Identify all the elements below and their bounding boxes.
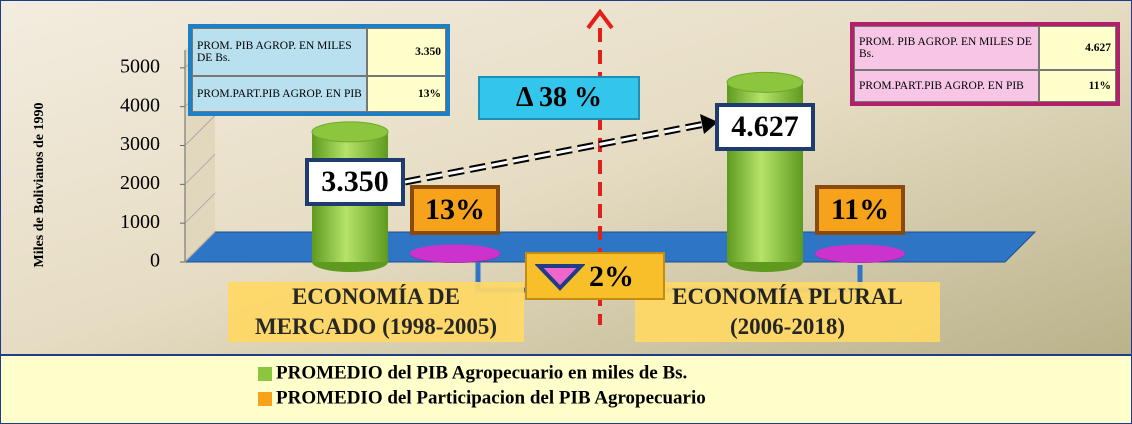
legend-marker [258,392,272,406]
info-value: 13% [367,76,446,112]
y-tick-label: 1000 [120,211,160,233]
grid-line [184,192,216,224]
divider-arrow [586,8,614,30]
grid-line [184,231,216,263]
growth-arrow-inner [404,122,706,184]
info-value: 4.627 [1039,26,1116,70]
legend-label: PROMEDIO del Participacion del PIB Agrop… [276,387,706,408]
info-value: 3.350 [367,28,446,76]
value-label: 13% [410,185,500,235]
info-value: 11% [1039,70,1116,102]
grid-line [184,153,216,185]
grid-line [184,115,216,146]
growth-annotation: Δ 38 % [478,76,640,120]
category-label: ECONOMÍA PLURAL (2006-2018) [635,282,940,342]
legend-label: PROMEDIO del PIB Agropecuario en miles d… [276,362,687,383]
change-annotation-box: 2% [525,252,665,300]
info-label: PROM.PART.PIB AGROP. EN PIB [192,76,367,112]
disk [815,244,905,263]
info-box: PROM. PIB AGROP. EN MILES DE Bs. 4.627 P… [850,22,1120,106]
info-label: PROM.PART.PIB AGROP. EN PIB [854,70,1039,102]
down-triangle [535,264,585,291]
category-label: ECONOMÍA DE MERCADO (1998-2005) [228,282,524,342]
value-label: 4.627 [715,103,815,151]
y-tick-label: 4000 [120,94,160,116]
info-label: PROM. PIB AGROP. EN MILES DE Bs. [854,26,1039,70]
value-label: 11% [815,185,905,235]
disk [410,244,500,263]
y-tick-label: 3000 [120,133,160,155]
info-box: PROM. PIB AGROP. EN MILES DE Bs. 3.350 P… [188,24,450,116]
change-annotation: 2% [589,260,634,293]
y-tick-label: 2000 [120,172,160,194]
legend-marker [258,367,272,381]
legend-area [0,354,1132,424]
info-label: PROM. PIB AGROP. EN MILES DE Bs. [192,28,367,76]
cylinder-top [311,121,389,143]
growth-arrowhead [700,114,718,134]
y-axis-label: Miles de Bolivianos de 1990 [32,103,47,268]
y-tick-label: 0 [150,250,160,272]
value-label: 3.350 [305,158,405,206]
cylinder-top [726,71,804,93]
y-tick-label: 5000 [120,55,160,77]
